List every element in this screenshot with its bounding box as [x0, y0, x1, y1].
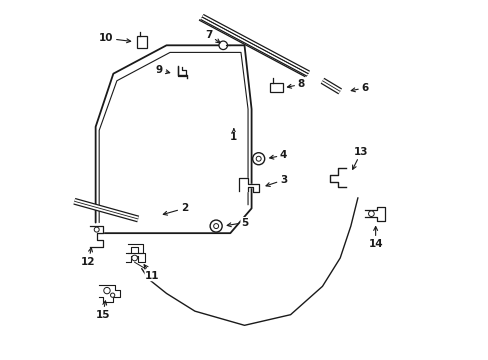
Text: 10: 10 — [99, 33, 130, 43]
Text: 6: 6 — [350, 83, 368, 93]
Circle shape — [219, 41, 227, 50]
Text: 9: 9 — [156, 65, 169, 75]
Polygon shape — [177, 67, 186, 76]
Circle shape — [256, 156, 261, 161]
Polygon shape — [364, 207, 384, 221]
Polygon shape — [239, 178, 258, 192]
Circle shape — [252, 153, 264, 165]
Text: 11: 11 — [144, 265, 159, 281]
Text: 15: 15 — [95, 301, 110, 320]
Text: 3: 3 — [265, 175, 286, 186]
Circle shape — [94, 227, 99, 232]
Circle shape — [132, 255, 137, 261]
Text: 13: 13 — [352, 147, 368, 169]
Polygon shape — [177, 66, 186, 77]
Text: 1: 1 — [230, 129, 237, 143]
Circle shape — [210, 220, 222, 232]
Circle shape — [103, 287, 110, 294]
Text: 14: 14 — [367, 226, 382, 249]
Polygon shape — [99, 284, 120, 302]
Text: 5: 5 — [227, 217, 248, 228]
Circle shape — [213, 224, 218, 229]
Text: 2: 2 — [163, 203, 187, 215]
Text: 12: 12 — [81, 248, 96, 266]
Text: 8: 8 — [287, 79, 305, 89]
Polygon shape — [125, 253, 145, 261]
Text: 7: 7 — [205, 30, 220, 43]
Polygon shape — [90, 226, 102, 247]
Text: 4: 4 — [269, 150, 287, 160]
Bar — [269, 84, 282, 92]
Polygon shape — [127, 244, 143, 253]
Bar — [137, 36, 146, 48]
Circle shape — [110, 293, 115, 297]
Circle shape — [368, 211, 373, 216]
